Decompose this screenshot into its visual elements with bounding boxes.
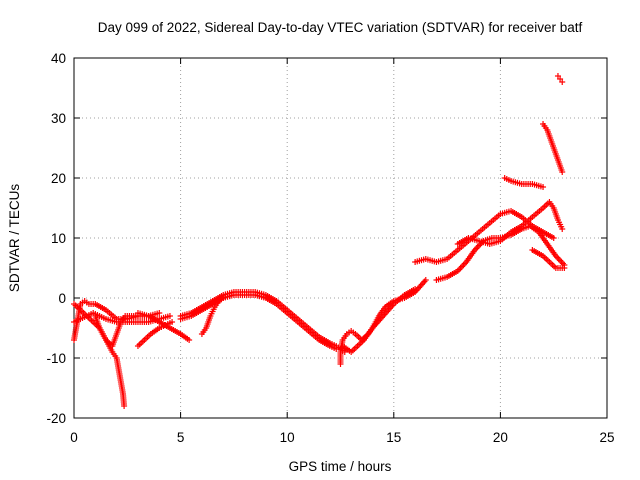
chart-title: Day 099 of 2022, Sidereal Day-to-day VTE… [98, 20, 583, 35]
x-axis-label: GPS time / hours [289, 459, 392, 474]
y-tick-label: 0 [58, 291, 66, 306]
x-tick-label: 5 [177, 430, 185, 445]
points-layer [71, 73, 568, 409]
data-point [561, 265, 568, 271]
data-point [559, 226, 566, 232]
x-tick-label: 20 [493, 430, 508, 445]
data-point [412, 286, 419, 292]
data-point [540, 184, 547, 190]
data-point [559, 79, 566, 85]
y-tick-label: -10 [46, 351, 66, 366]
data-point [550, 235, 557, 241]
x-tick-label: 0 [70, 430, 78, 445]
tick-layer: 0 5 10 15 20 25 -20 -10 0 10 20 30 40 [46, 51, 614, 445]
data-point [169, 319, 176, 325]
data-point [156, 310, 163, 316]
data-point [422, 277, 429, 283]
y-tick-label: -20 [46, 411, 66, 426]
x-tick-label: 15 [386, 430, 401, 445]
y-tick-label: 10 [51, 231, 66, 246]
y-tick-label: 40 [51, 51, 66, 66]
x-tick-label: 25 [599, 430, 614, 445]
data-point [220, 295, 227, 301]
data-point [559, 169, 566, 175]
data-point [333, 346, 340, 352]
y-axis-label: SDTVAR / TECUs [7, 184, 22, 293]
y-tick-label: 20 [51, 171, 66, 186]
grid-layer [74, 58, 607, 418]
y-tick-label: 30 [51, 111, 66, 126]
data-point [121, 403, 128, 409]
data-point [166, 313, 173, 319]
x-tick-label: 10 [280, 430, 295, 445]
data-point [186, 337, 193, 343]
